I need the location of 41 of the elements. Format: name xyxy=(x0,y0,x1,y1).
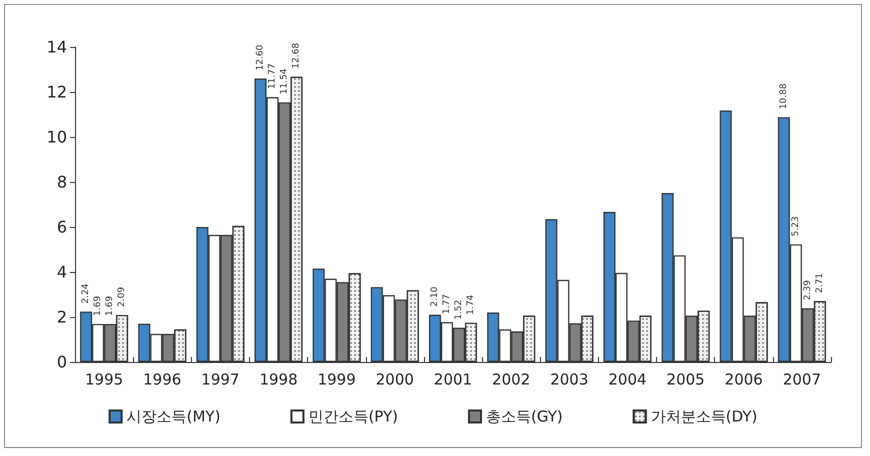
y-tick-label: 14 xyxy=(46,38,67,56)
x-tick-label: 1995 xyxy=(84,370,124,388)
x-tick-label: 2005 xyxy=(666,370,705,388)
data-label: 12.60 xyxy=(256,44,266,70)
y-tick-label: 4 xyxy=(56,262,67,282)
data-label: 12.68 xyxy=(292,42,302,69)
x-tick-label: 2000 xyxy=(376,370,414,388)
x-tick-label: 2004 xyxy=(608,370,647,388)
data-label: 10.88 xyxy=(778,83,789,110)
x-tick-label: 1996 xyxy=(143,370,182,388)
data-label: 2.24 xyxy=(81,283,92,304)
data-label: 1.69 xyxy=(105,296,116,316)
data-label: 11.77 xyxy=(268,63,278,90)
y-tick-label: 0 xyxy=(56,352,67,372)
x-tick-label: 2006 xyxy=(724,370,763,388)
y-tick-label: 10 xyxy=(46,128,67,146)
data-label: 2.71 xyxy=(814,272,825,294)
legend-label: 민간소득(PY) xyxy=(308,408,398,426)
data-label: 1.77 xyxy=(442,294,452,314)
x-tick-label: 2003 xyxy=(550,370,588,388)
x-tick-label: 1998 xyxy=(259,370,298,388)
x-tick-label: 2001 xyxy=(434,370,472,388)
data-label: 1.69 xyxy=(93,296,104,316)
data-label: 1.52 xyxy=(454,300,464,320)
data-label: 2.10 xyxy=(430,286,440,307)
legend-label: 총소득(GY) xyxy=(486,408,563,426)
data-label: 5.23 xyxy=(790,216,801,236)
x-tick-label: 1999 xyxy=(318,370,356,388)
x-tick-label: 2002 xyxy=(492,370,530,388)
legend-label: 가처분소득(DY) xyxy=(650,408,758,426)
data-label: 2.09 xyxy=(117,286,128,307)
x-tick-label: 2007 xyxy=(782,370,822,388)
data-label: 2.39 xyxy=(802,280,813,300)
data-label: 1.74 xyxy=(466,294,476,315)
x-tick-label: 1997 xyxy=(201,370,240,388)
y-tick-label: 2 xyxy=(56,308,67,326)
data-label: 11.54 xyxy=(280,68,290,94)
y-tick-label: 8 xyxy=(56,172,67,192)
y-tick-label: 6 xyxy=(56,218,67,236)
y-tick-label: 12 xyxy=(46,82,67,102)
legend-label: 시장소득(MY) xyxy=(126,408,220,426)
